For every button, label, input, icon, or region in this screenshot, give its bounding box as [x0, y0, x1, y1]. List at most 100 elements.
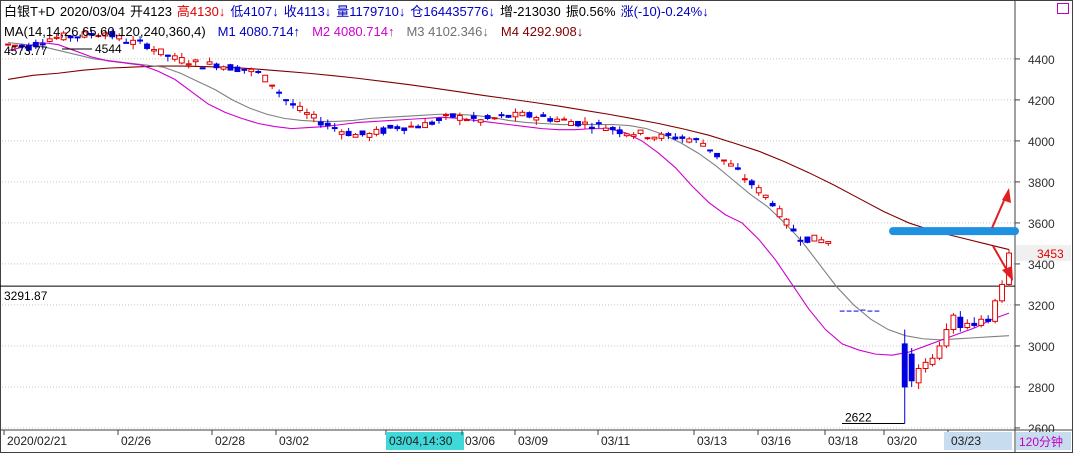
candle-body: [721, 159, 727, 162]
candle-body: [637, 129, 644, 135]
candle-body: [651, 136, 658, 140]
candle-body: [547, 118, 554, 122]
candle-body: [811, 234, 818, 242]
y-tick-label: 4000: [1028, 135, 1055, 149]
candle-body: [999, 283, 1005, 302]
candle-body: [443, 114, 449, 117]
candle-body: [220, 66, 227, 70]
candle-body: [498, 114, 505, 117]
last-label-highlight: [944, 432, 1012, 450]
candle-body: [373, 128, 380, 135]
candle-body: [366, 132, 373, 138]
candle-body: [561, 118, 568, 121]
candle-body: [123, 41, 130, 44]
high-label: 4573.77: [4, 44, 48, 58]
candle-body: [5, 43, 11, 46]
candle-body: [248, 68, 255, 73]
x-tick-label: 03/23: [951, 434, 981, 448]
candle-body: [331, 127, 338, 130]
ma-legend-item: M3 4102.346↓: [406, 24, 488, 39]
candle-body: [67, 35, 74, 39]
candle-body: [526, 112, 533, 118]
candle-body: [582, 121, 588, 125]
candle-body: [992, 300, 999, 322]
candle-body: [693, 138, 700, 141]
candle-body: [199, 67, 206, 70]
candle-body: [213, 63, 220, 69]
candle-body: [317, 121, 324, 126]
candle-body: [130, 39, 137, 45]
candle-body: [568, 121, 574, 127]
time-axis: 2020/02/21 02/26 02/28 03/02 03/04,14:30 03/0…: [3, 430, 1071, 450]
candle-body: [303, 112, 310, 115]
ma-line-m2: [7, 41, 1010, 356]
candle-body: [943, 329, 950, 347]
candle-body: [32, 41, 39, 48]
low-label: 2622: [845, 410, 872, 424]
candle-body: [456, 115, 463, 121]
candle-body: [192, 59, 199, 63]
ma-legend-item: M1 4080.714↑: [218, 24, 300, 39]
candle-body: [679, 136, 686, 139]
candle-body: [81, 31, 88, 38]
cursor-time-highlight: [386, 432, 464, 450]
candle-body: [908, 353, 915, 382]
candles: [5, 29, 1012, 424]
candle-body: [74, 36, 81, 39]
candle-body: [95, 35, 102, 38]
candle-body: [241, 68, 248, 71]
candle-body: [762, 194, 769, 199]
x-tick-label: 03/02: [279, 434, 309, 448]
candle-body: [352, 134, 359, 138]
candle-body: [415, 125, 422, 129]
candle-body: [262, 74, 269, 83]
header: 白银T+D 2020/03/04 开4123 高4130↓ 低4107↓ 收4113↓ 量1…: [4, 4, 709, 39]
candle-body: [151, 49, 157, 52]
arrow-up-shaft: [991, 195, 1007, 229]
blue-band: [889, 227, 1019, 236]
x-tick-label: 02/28: [215, 434, 245, 448]
period-label: 120分钟: [1019, 434, 1063, 449]
header-field: 2020/03/04: [60, 4, 125, 19]
candle-body: [164, 54, 171, 57]
moving-averages: [7, 41, 1010, 356]
candle-body: [18, 44, 25, 48]
ma-legend-item: M2 4080.714↑: [312, 24, 394, 39]
candle-body: [449, 113, 456, 118]
header-field: 开4123: [130, 4, 172, 19]
candle-body: [595, 122, 602, 125]
arrow-down-head: [1002, 266, 1013, 281]
candle-body: [380, 127, 387, 134]
candle-body: [46, 38, 53, 43]
arrow-down-shaft: [992, 245, 1009, 273]
window-toggle-icon[interactable]: [1057, 3, 1069, 14]
candle-body: [206, 61, 213, 65]
candle-body: [755, 187, 762, 194]
header-field: 量1179710↓: [336, 4, 405, 19]
candle-body: [665, 133, 672, 136]
ma-legend-item: M4 4292.908↓: [501, 24, 583, 39]
candle-body: [978, 318, 985, 326]
x-tick-label: 03/09: [518, 434, 548, 448]
candle-body: [401, 127, 408, 131]
candle-body: [658, 133, 665, 139]
candle-body: [276, 91, 283, 94]
candle-body: [630, 134, 637, 137]
header-field: 涨(-10)-0.24%↓: [621, 4, 709, 19]
candle-body: [408, 125, 415, 128]
candle-body: [227, 64, 234, 71]
candle-body: [964, 322, 971, 328]
y-tick-label: 3400: [1028, 258, 1055, 272]
candle-body: [540, 114, 547, 117]
candle-body: [804, 236, 811, 243]
candle-body: [491, 117, 498, 120]
candle-body: [818, 239, 825, 244]
candle-body: [234, 66, 241, 73]
candle-body: [700, 142, 707, 147]
y-tick-label: 4200: [1028, 94, 1055, 108]
period-box: [1016, 432, 1071, 450]
candle-body: [109, 31, 116, 38]
header-field: 高4130↓: [177, 4, 225, 19]
candle-body: [394, 126, 401, 130]
candle-body: [533, 117, 540, 121]
